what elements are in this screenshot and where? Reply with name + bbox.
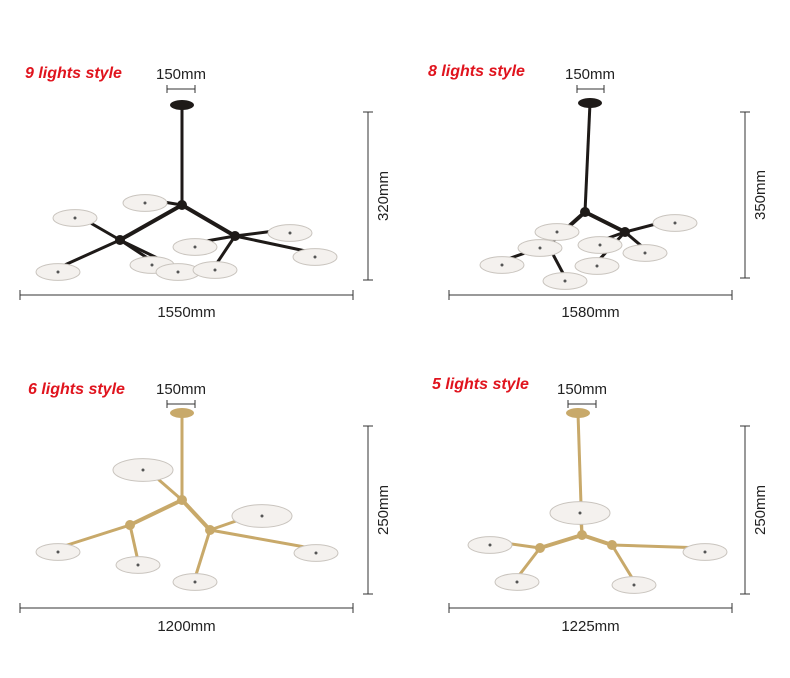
arm <box>193 529 212 579</box>
joint <box>115 235 125 245</box>
canopy-label: 150mm <box>156 66 206 83</box>
bulb <box>213 268 217 272</box>
arm <box>128 524 140 562</box>
arm <box>209 528 317 551</box>
joint <box>177 495 187 505</box>
joint <box>535 543 545 553</box>
product-panel: 9 lights style 150mm 320mm 1550mm <box>19 65 392 321</box>
width-label: 1550mm <box>157 304 215 321</box>
product-panel: 6 lights style 150mm 250mm 1200mm <box>19 381 392 635</box>
bulb <box>143 201 147 205</box>
bulb <box>643 251 647 255</box>
canopy-label: 150mm <box>557 381 607 398</box>
bulb <box>673 221 677 225</box>
bulb <box>563 279 567 283</box>
height-label: 350mm <box>752 170 769 220</box>
joint <box>607 540 617 550</box>
bulb <box>260 514 264 518</box>
bulb <box>488 543 492 547</box>
bulb <box>193 245 197 249</box>
bulb <box>136 563 140 567</box>
width-label: 1200mm <box>157 618 215 635</box>
style-title: 6 lights style <box>28 381 125 398</box>
bulb <box>595 264 599 268</box>
canopy-label: 150mm <box>565 66 615 83</box>
height-label: 250mm <box>375 485 392 535</box>
arm <box>57 523 131 550</box>
joint <box>230 231 240 241</box>
joint <box>205 525 215 535</box>
arm <box>180 203 237 238</box>
product-panel: 5 lights style 150mm 250mm 1225mm <box>432 376 769 635</box>
joint <box>177 200 187 210</box>
bulb <box>56 550 60 554</box>
bulb <box>500 263 504 267</box>
style-title: 8 lights style <box>428 63 525 80</box>
bulb <box>632 583 636 587</box>
bulb <box>598 243 602 247</box>
joint <box>580 207 590 217</box>
arm <box>213 235 237 267</box>
bulb <box>703 550 707 554</box>
arm <box>129 498 183 527</box>
arm <box>515 547 542 579</box>
style-title: 9 lights style <box>25 65 122 82</box>
joint <box>577 530 587 540</box>
arm <box>610 544 636 582</box>
width-label: 1580mm <box>561 304 619 321</box>
bulb <box>176 270 180 274</box>
height-label: 320mm <box>375 171 392 221</box>
arm <box>584 210 626 234</box>
bulb <box>555 230 559 234</box>
bulb <box>578 511 582 515</box>
arm <box>539 533 583 550</box>
bulb <box>313 255 317 259</box>
bulb <box>141 468 145 472</box>
style-title: 5 lights style <box>432 376 529 393</box>
canopy-label: 150mm <box>156 381 206 398</box>
joint <box>125 520 135 530</box>
width-label: 1225mm <box>561 618 619 635</box>
height-label: 250mm <box>752 485 769 535</box>
bulb <box>288 231 292 235</box>
bulb <box>150 263 154 267</box>
bulb <box>193 580 197 584</box>
bulb <box>314 551 318 555</box>
arm <box>581 533 613 547</box>
rod <box>583 102 592 213</box>
bulb <box>56 270 60 274</box>
bulb <box>515 580 519 584</box>
product-panel: 8 lights style 150mm 350mm 1580mm <box>428 63 769 321</box>
arm <box>119 203 183 242</box>
joint <box>620 227 630 237</box>
bulb <box>538 246 542 250</box>
arm <box>57 238 121 270</box>
bulb <box>73 216 77 220</box>
arm <box>180 498 212 532</box>
